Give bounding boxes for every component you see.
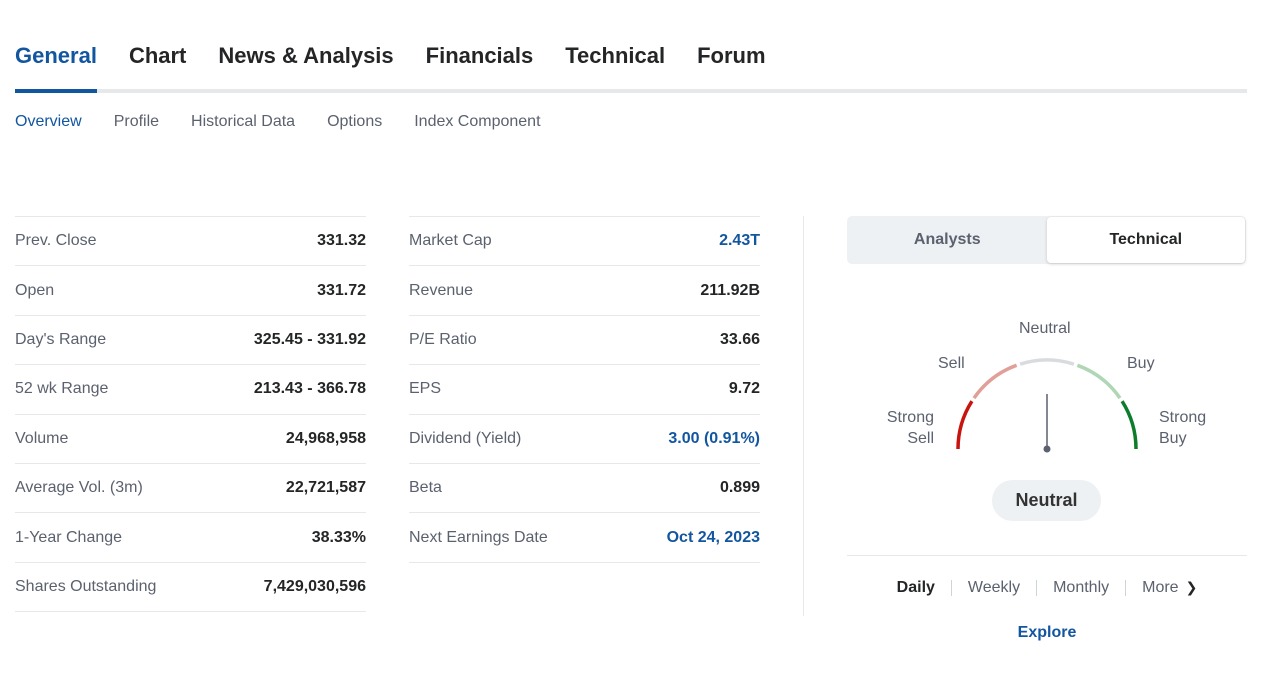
stat-value: 325.45 - 331.92 (253, 330, 366, 348)
stat-value: 7,429,030,596 (263, 577, 366, 595)
stat-label: P/E Ratio (409, 330, 477, 348)
stat-row-52wk-range: 52 wk Range 213.43 - 366.78 (15, 365, 366, 415)
stat-row-next-earnings-date: Next Earnings Date Oct 24, 2023 (409, 513, 760, 563)
stat-row-shares-outstanding: Shares Outstanding 7,429,030,596 (15, 563, 366, 613)
technical-toggle-button[interactable]: Technical (1046, 217, 1245, 263)
timeframe-selector: Daily Weekly Monthly More ❯ (847, 576, 1247, 599)
stat-row-market-cap: Market Cap 2.43T (409, 217, 760, 267)
stat-value: 211.92B (700, 281, 760, 299)
period-monthly[interactable]: Monthly (1053, 578, 1110, 596)
sub-tab-bar: Overview Profile Historical Data Options… (15, 111, 573, 133)
stat-row-average-volume: Average Vol. (3m) 22,721,587 (15, 464, 366, 514)
dividend-link[interactable]: 3.00 (0.91%) (668, 429, 760, 447)
gauge-needle-pivot (1043, 445, 1051, 453)
column-divider (803, 216, 804, 616)
stat-label: Open (15, 281, 55, 299)
gauge-label-text: Buy (1159, 430, 1187, 447)
period-separator (950, 579, 952, 596)
stat-label: Volume (15, 429, 69, 447)
gauge-arc-sell (972, 363, 1018, 400)
stat-label: EPS (409, 380, 442, 398)
stat-label: 1-Year Change (15, 528, 123, 546)
gauge-arc-neutral (1019, 358, 1075, 366)
stat-value: 0.899 (719, 479, 760, 497)
gauge-arc-buy (1076, 363, 1122, 400)
period-separator (1125, 579, 1127, 596)
subtab-options[interactable]: Options (327, 113, 383, 130)
tab-forum[interactable]: Forum (697, 43, 766, 68)
stat-row-prev-close: Prev. Close 331.32 (15, 217, 366, 267)
stat-value: 9.72 (728, 380, 760, 398)
stat-label: Beta (409, 479, 442, 497)
stat-label: Day's Range (15, 330, 107, 348)
tab-general[interactable]: General (15, 40, 97, 93)
subtab-historical-data[interactable]: Historical Data (191, 113, 296, 130)
explore-link[interactable]: Explore (1017, 624, 1077, 641)
market-cap-link[interactable]: 2.43T (719, 232, 760, 250)
gauge-label-text: Strong (886, 409, 934, 426)
stat-row-volume: Volume 24,968,958 (15, 415, 366, 464)
gauge-arc-strong-buy (1120, 400, 1138, 450)
stat-row-beta: Beta 0.899 (409, 464, 760, 514)
stat-label: 52 wk Range (15, 380, 109, 398)
stat-label: Revenue (409, 281, 474, 299)
tab-news-analysis[interactable]: News & Analysis (218, 43, 394, 68)
analysts-toggle-button[interactable]: Analysts (913, 231, 981, 248)
period-more[interactable]: More ❯ (1126, 576, 1213, 599)
subtab-index-component[interactable]: Index Component (414, 113, 541, 130)
period-daily[interactable]: Daily (896, 578, 935, 596)
stat-value: 22,721,587 (285, 479, 366, 497)
stat-value: 33.66 (719, 330, 760, 348)
stat-value: 24,968,958 (285, 429, 366, 447)
tab-financials[interactable]: Financials (425, 43, 534, 68)
period-weekly[interactable]: Weekly (967, 578, 1021, 596)
stat-label: Dividend (Yield) (409, 429, 522, 447)
stat-row-open: Open 331.72 (15, 266, 366, 316)
stat-label: Prev. Close (15, 232, 97, 250)
period-divider (847, 555, 1247, 556)
period-separator (1036, 579, 1038, 596)
sentiment-gauge (956, 358, 1138, 453)
stat-label: Market Cap (409, 232, 492, 250)
subtab-profile[interactable]: Profile (113, 113, 160, 130)
stat-row-pe-ratio: P/E Ratio 33.66 (409, 316, 760, 366)
stat-row-eps: EPS 9.72 (409, 365, 760, 415)
stat-label: Next Earnings Date (409, 528, 548, 546)
tab-technical[interactable]: Technical (565, 43, 666, 68)
key-stats-left: Prev. Close 331.32 Open 331.72 Day's Ran… (15, 216, 366, 613)
gauge-label-text: Sell (907, 430, 934, 447)
gauge-label-strong-sell: Strong Sell (876, 407, 934, 449)
stat-row-dividend-yield: Dividend (Yield) 3.00 (0.91%) (409, 415, 760, 464)
analysts-technical-toggle: Analysts Technical (847, 216, 1246, 264)
gauge-label-sell: Sell (938, 355, 965, 372)
period-more-label: More (1142, 579, 1179, 596)
gauge-label-text: Strong (1159, 409, 1207, 426)
tab-bar-divider (15, 89, 1247, 93)
key-stats-right: Market Cap 2.43T Revenue 211.92B P/E Rat… (409, 216, 760, 563)
tab-chart[interactable]: Chart (128, 43, 187, 68)
gauge-arc-strong-sell (956, 400, 974, 450)
subtab-overview[interactable]: Overview (15, 113, 82, 130)
chevron-right-icon: ❯ (1185, 579, 1198, 595)
technical-summary-badge: Neutral (992, 480, 1101, 521)
gauge-label-strong-buy: Strong Buy (1159, 407, 1219, 449)
stat-row-days-range: Day's Range 325.45 - 331.92 (15, 316, 366, 366)
earnings-date-link[interactable]: Oct 24, 2023 (666, 528, 760, 546)
stat-label: Average Vol. (3m) (15, 479, 143, 497)
stat-label: Shares Outstanding (15, 577, 157, 595)
stat-value: 331.32 (317, 232, 366, 250)
gauge-label-buy: Buy (1127, 355, 1155, 372)
stat-value: 38.33% (311, 528, 366, 546)
gauge-label-neutral: Neutral (1019, 320, 1071, 337)
stat-row-1-year-change: 1-Year Change 38.33% (15, 513, 366, 563)
stat-value: 331.72 (317, 281, 366, 299)
main-tab-bar: General Chart News & Analysis Financials… (15, 40, 1247, 93)
stat-row-revenue: Revenue 211.92B (409, 266, 760, 316)
stat-value: 213.43 - 366.78 (253, 380, 366, 398)
